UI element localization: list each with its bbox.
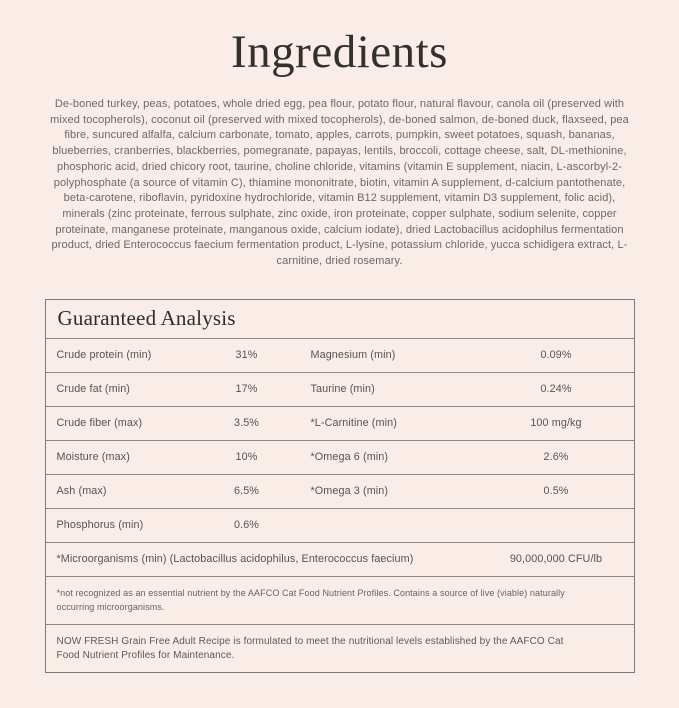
analysis-label: Taurine (min) [310, 383, 375, 396]
analysis-value: 0.5% [543, 485, 569, 498]
analysis-label: Crude fiber (max) [56, 417, 143, 430]
analysis-label: Moisture (max) [56, 451, 130, 464]
analysis-row-ash-omega3: Ash (max) 6.5% *Omega 3 (min) 0.5% [45, 473, 634, 508]
page-title: Ingredients [231, 26, 448, 78]
analysis-row-fiber-lcarnitine: Crude fiber (max) 3.5% *L-Carnitine (min… [45, 405, 634, 440]
analysis-label: Crude fat (min) [56, 383, 130, 396]
analysis-value: 0.24% [540, 383, 572, 396]
analysis-label: Phosphorus (min) [56, 519, 144, 532]
product-label-page: Ingredients De-boned turkey, peas, potat… [0, 29, 679, 708]
aafco-statement-text: NOW FRESH Grain Free Adult Recipe is for… [56, 635, 564, 661]
analysis-value: 0.09% [540, 349, 572, 362]
analysis-label: Ash (max) [56, 485, 107, 498]
analysis-footnote-text: *not recognized as an essential nutrient… [56, 587, 565, 613]
analysis-value: 6.5% [233, 485, 259, 498]
analysis-value: 2.6% [543, 451, 569, 464]
analysis-row-moisture-omega6: Moisture (max) 10% *Omega 6 (min) 2.6% [45, 439, 634, 474]
analysis-value: 17% [235, 383, 258, 396]
analysis-value: 31% [235, 349, 258, 362]
analysis-value: 0.6% [233, 519, 259, 532]
analysis-value: 100 mg/kg [530, 417, 582, 430]
analysis-label: *Omega 3 (min) [310, 485, 389, 498]
guaranteed-analysis-table: Guaranteed Analysis Crude protein (min) … [44, 298, 635, 673]
analysis-footnote: *not recognized as an essential nutrient… [45, 575, 634, 624]
analysis-label: Crude protein (min) [56, 349, 152, 362]
analysis-label: Magnesium (min) [310, 349, 396, 362]
ingredients-paragraph: De-boned turkey, peas, potatoes, whole d… [50, 98, 629, 268]
analysis-label: *L-Carnitine (min) [310, 417, 397, 430]
aafco-statement: NOW FRESH Grain Free Adult Recipe is for… [45, 623, 634, 672]
analysis-row-phosphorus: Phosphorus (min) 0.6% [45, 507, 634, 542]
analysis-value: 3.5% [233, 417, 259, 430]
analysis-value: 90,000,000 CFU/lb [509, 553, 603, 566]
analysis-row-fat-taurine: Crude fat (min) 17% Taurine (min) 0.24% [45, 371, 634, 406]
guaranteed-analysis-heading: Guaranteed Analysis [57, 306, 236, 331]
analysis-label: *Omega 6 (min) [310, 451, 389, 464]
analysis-label: *Microorganisms (min) (Lactobacillus aci… [56, 553, 414, 566]
analysis-row-protein-magnesium: Crude protein (min) 31% Magnesium (min) … [45, 337, 634, 372]
analysis-row-microorganisms: *Microorganisms (min) (Lactobacillus aci… [45, 541, 634, 576]
analysis-value: 10% [235, 451, 258, 464]
